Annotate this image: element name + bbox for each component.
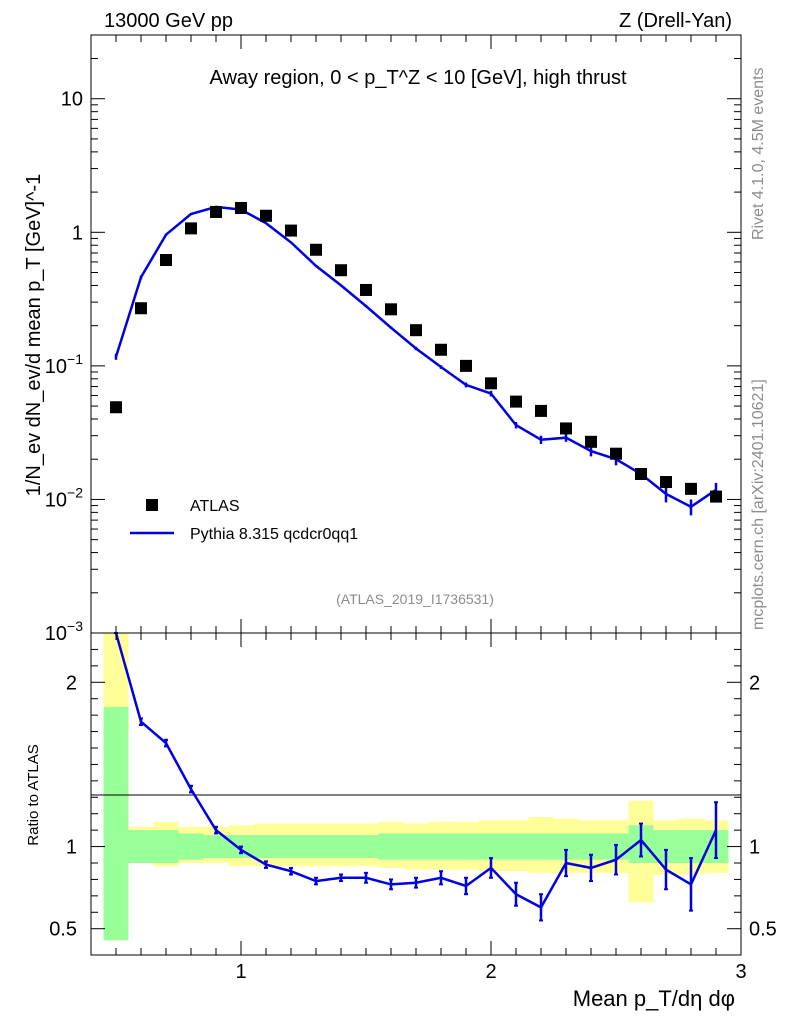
atlas-point — [160, 254, 172, 267]
process-label: Z (Drell-Yan) — [619, 10, 732, 32]
ratio-band-inner — [528, 833, 554, 860]
ratio-band-inner — [478, 833, 504, 860]
atlas-point — [310, 243, 322, 256]
atlas-point — [285, 224, 297, 237]
ratio-axis-ticks: 0.5 0.5 1 1 2 2 1 2 3 — [49, 633, 777, 983]
ratio-band-inner — [328, 835, 354, 859]
legend: ATLAS Pythia 8.315 qcdcr0qq1 — [130, 498, 358, 543]
atlas-point — [710, 490, 722, 503]
ratio-band-inner — [428, 833, 454, 860]
pythia-line — [114, 205, 717, 509]
atlas-point — [335, 264, 347, 277]
ratio-band-inner — [378, 833, 404, 860]
ratio-tick-label-right: 1 — [749, 837, 760, 859]
ratio-ylabel: Ratio to ATLAS — [25, 744, 42, 845]
rivet-label: Rivet 4.1.0, 4.5M events — [750, 67, 767, 240]
y-tick-label: 10−1 — [45, 351, 83, 378]
atlas-point — [360, 283, 372, 296]
x-tick-label: 2 — [485, 961, 496, 983]
analysis-id: (ATLAS_2019_I1736531) — [336, 591, 494, 607]
mcplots-label: mcplots.cern.ch [arXiv:2401.10621] — [750, 379, 767, 630]
atlas-point — [485, 377, 497, 390]
atlas-point — [660, 476, 672, 489]
ratio-band-inner — [453, 833, 479, 860]
main-axis-ticks: 10−3 10−2 10−1 1 10 — [45, 34, 742, 645]
legend-atlas-label: ATLAS — [190, 498, 240, 515]
atlas-point — [510, 395, 522, 408]
y-tick-label: 10−3 — [45, 618, 83, 645]
atlas-point — [235, 202, 247, 215]
atlas-point — [185, 222, 197, 235]
ratio-band-inner — [503, 833, 529, 860]
atlas-point — [635, 468, 647, 481]
atlas-point — [610, 447, 622, 460]
ratio-band-inner — [403, 833, 429, 860]
main-series-layer — [110, 202, 722, 516]
ratio-series-layer — [114, 632, 718, 922]
atlas-point — [410, 324, 422, 337]
ratio-band-inner — [128, 830, 154, 863]
ratio-band-inner — [353, 835, 379, 859]
atlas-point — [210, 205, 222, 218]
main-panel: 10−3 10−2 10−1 1 10 Away region, 0 < p_T^Z <… — [23, 34, 742, 645]
atlas-point — [585, 435, 597, 448]
ratio-band-inner — [103, 706, 129, 941]
plot-title: Away region, 0 < p_T^Z < 10 [GeV], high … — [209, 67, 626, 89]
energy-label: 13000 GeV pp — [104, 10, 233, 32]
atlas-point — [460, 359, 472, 372]
x-tick-label: 1 — [235, 961, 246, 983]
ratio-frame — [90, 632, 742, 956]
atlas-point — [560, 422, 572, 435]
y-tick-label: 10−2 — [45, 484, 83, 511]
ratio-band-inner — [253, 835, 279, 859]
ratio-tick-label-left: 0.5 — [49, 919, 77, 941]
main-ylabel: 1/N_ev dN_ev/d mean p_T [GeV]^-1 — [23, 174, 45, 497]
ratio-band-inner — [203, 835, 229, 859]
y-tick-label: 10 — [61, 89, 83, 111]
atlas-point — [685, 482, 697, 495]
ratio-bands-layer — [103, 633, 729, 941]
atlas-point — [260, 209, 272, 222]
y-tick-label: 1 — [72, 222, 83, 244]
legend-pythia-label: Pythia 8.315 qcdcr0qq1 — [190, 526, 358, 543]
atlas-point — [435, 343, 447, 356]
legend-atlas-marker — [146, 499, 158, 511]
ratio-tick-label-left: 1 — [66, 837, 77, 859]
x-tick-label: 3 — [735, 961, 746, 983]
xlabel: Mean p_T/dη dφ — [573, 986, 735, 1011]
atlas-point — [535, 404, 547, 417]
atlas-point — [135, 302, 147, 315]
ratio-band-inner — [278, 835, 304, 859]
ratio-band-inner — [178, 833, 204, 860]
ratio-band-inner — [303, 835, 329, 859]
ratio-tick-label-left: 2 — [66, 672, 77, 694]
atlas-point — [110, 401, 122, 414]
ratio-panel: 0.5 0.5 1 1 2 2 1 2 3 Ratio to ATLAS Mean p_T/dη… — [25, 632, 777, 1011]
atlas-point — [385, 303, 397, 316]
ratio-band-inner — [153, 830, 179, 863]
ratio-tick-label-right: 0.5 — [749, 919, 777, 941]
ratio-tick-label-right: 2 — [749, 672, 760, 694]
